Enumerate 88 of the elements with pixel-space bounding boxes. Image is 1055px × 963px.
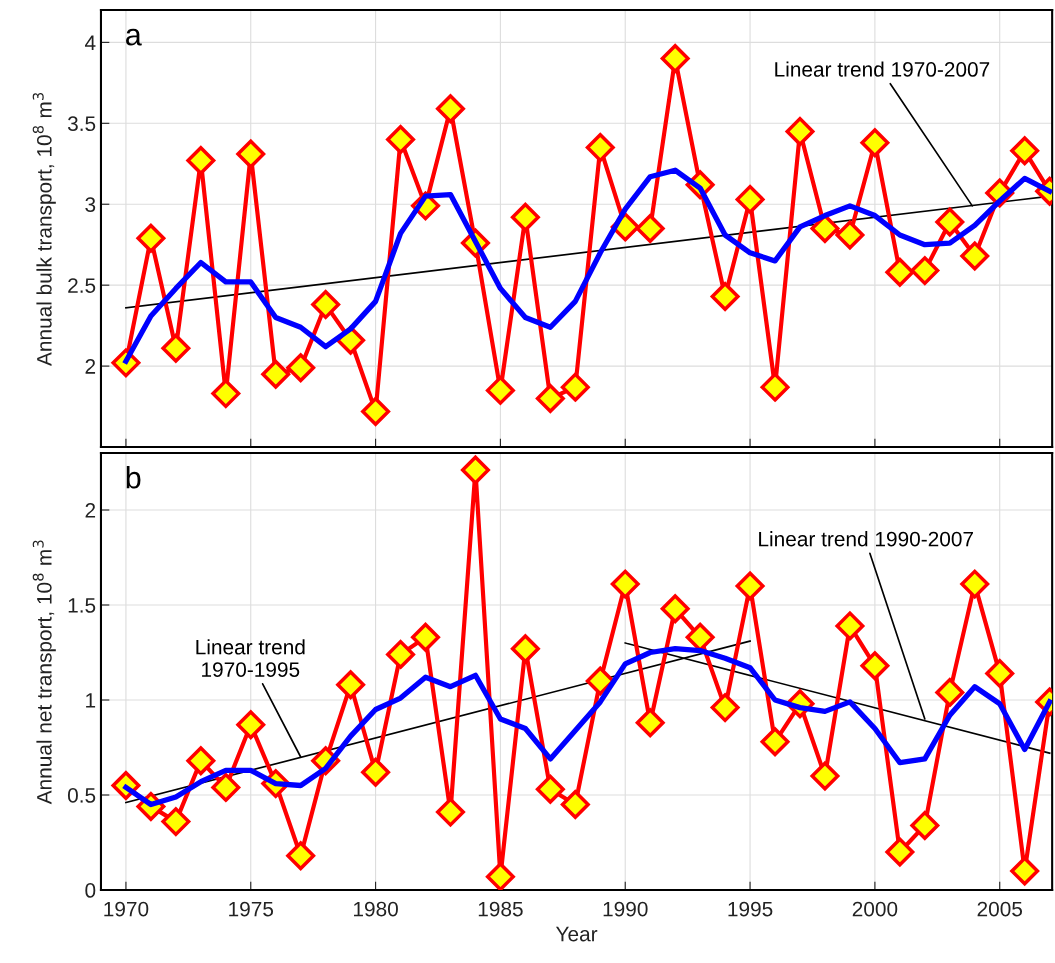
annotation: Linear trend 1970-2007 <box>775 61 990 77</box>
point <box>261 359 291 389</box>
point <box>535 774 565 804</box>
point <box>810 214 840 244</box>
point <box>1010 136 1040 166</box>
x-tick-label: 2005 <box>977 901 1023 917</box>
point <box>710 281 740 312</box>
annotation: Linear trend 1970-1995 <box>196 639 305 677</box>
point <box>535 383 565 413</box>
point <box>685 622 715 652</box>
point <box>710 693 740 723</box>
point <box>386 639 416 669</box>
point <box>885 257 915 287</box>
point <box>510 634 540 664</box>
point <box>760 727 790 757</box>
y-axis-title: Annual net transport, 10$^{8}$ m$^{3}$ <box>32 540 56 805</box>
point <box>660 594 690 624</box>
point <box>835 611 865 641</box>
point <box>311 290 341 320</box>
x-tick-label: 1995 <box>728 901 773 917</box>
point <box>860 651 890 681</box>
y-tick-label: 0 <box>85 883 96 898</box>
point <box>560 790 590 820</box>
x-tick-label: 1980 <box>354 901 398 917</box>
point <box>560 372 590 402</box>
point <box>735 184 765 214</box>
point <box>835 220 865 250</box>
x-tick-label: 1970 <box>104 901 149 917</box>
x-tick-label: 2000 <box>852 901 898 917</box>
point <box>411 622 441 652</box>
point <box>136 223 166 253</box>
point <box>960 241 990 271</box>
point <box>960 569 990 599</box>
point <box>860 128 890 158</box>
point <box>236 710 266 740</box>
y-tick-label: 3.5 <box>67 116 96 132</box>
annotation: b <box>126 466 141 489</box>
point <box>485 862 515 891</box>
point <box>435 94 465 124</box>
point <box>286 353 316 383</box>
point <box>635 214 665 244</box>
point <box>186 746 216 776</box>
point <box>386 124 416 155</box>
point <box>610 569 640 599</box>
y-tick-label: 1.5 <box>68 598 96 613</box>
point <box>161 807 191 837</box>
y-tick-label: 2 <box>85 359 96 374</box>
y-axis-title: Annual bulk transport, 10$^{8}$ m$^{3}$ <box>32 92 56 366</box>
point <box>660 44 690 74</box>
y-tick-label: 4 <box>85 35 96 50</box>
point <box>635 708 665 738</box>
x-tick-label: 1990 <box>603 901 648 917</box>
point <box>361 396 391 426</box>
point <box>760 372 790 402</box>
point <box>186 146 216 176</box>
point <box>1010 856 1040 886</box>
point <box>885 837 915 867</box>
point <box>785 116 815 146</box>
point <box>735 571 765 601</box>
point <box>211 379 241 409</box>
point <box>585 666 615 696</box>
point <box>935 207 965 237</box>
annotation: Linear trend 1990-2007 <box>759 531 973 547</box>
point <box>985 658 1015 688</box>
y-tick-label: 2 <box>85 503 96 518</box>
x-axis-title: Year <box>555 926 598 942</box>
point <box>161 333 191 363</box>
point <box>910 810 940 840</box>
y-tick-label: 2.5 <box>68 278 96 293</box>
point <box>910 256 940 286</box>
point <box>361 757 391 787</box>
point <box>435 797 465 827</box>
point <box>460 455 490 485</box>
y-tick-label: 0.5 <box>67 788 96 803</box>
point <box>810 761 840 791</box>
point <box>286 841 316 871</box>
y-tick-label: 3 <box>85 197 96 212</box>
point <box>211 772 241 802</box>
point <box>510 202 540 232</box>
point <box>485 375 515 405</box>
y-tick-label: 1 <box>86 693 96 708</box>
x-tick-label: 1985 <box>478 901 523 917</box>
point <box>336 670 366 700</box>
point <box>935 677 965 707</box>
point <box>585 133 615 163</box>
x-tick-label: 1975 <box>229 901 274 917</box>
point <box>236 139 266 169</box>
annotation: a <box>126 28 142 46</box>
